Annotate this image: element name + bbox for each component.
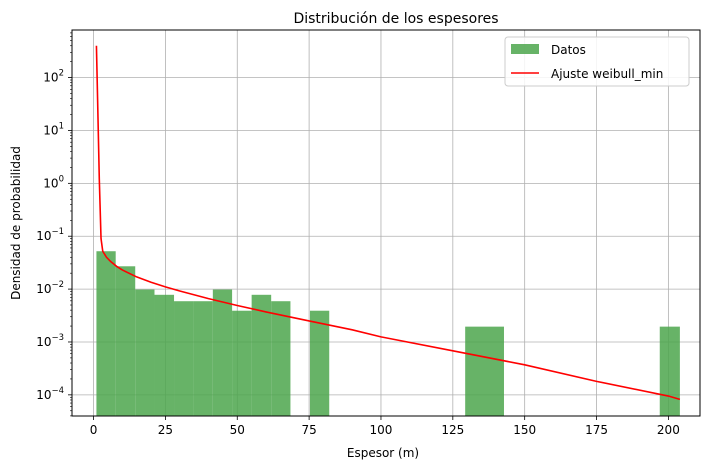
x-tick-label: 50 [230,423,245,437]
legend: Datos Ajuste weibull_min [504,36,690,87]
histogram-bar [212,289,233,416]
histogram-bars [96,251,680,416]
y-axis-title: Densidad de probabilidad [9,146,23,300]
histogram-bar [193,301,213,416]
y-tick-label: 100 [43,174,64,190]
histogram-bar [232,310,252,416]
histogram-bar [135,289,155,416]
y-tick-label: 102 [43,69,64,85]
histogram-bar [174,301,194,416]
histogram-bar [271,301,291,416]
x-tick-label: 100 [370,423,393,437]
y-tick-label: 10−4 [36,386,64,402]
x-axis-ticks: 0 25 50 75 100 125 150 175 200 [90,416,680,437]
x-tick-label: 200 [657,423,680,437]
histogram-bar [309,310,330,416]
histogram-bar [659,326,680,416]
legend-label-fit: Ajuste weibull_min [551,67,663,81]
y-tick-label: 101 [43,121,64,137]
x-tick-label: 25 [158,423,173,437]
y-tick-label: 10−2 [36,280,64,296]
fit-line [95,45,681,401]
fit-line-layer [95,45,681,401]
plot-frame [71,29,701,417]
chart-title: Distribución de los espesores [293,11,498,27]
histogram-bar [115,266,136,416]
x-axis-title: Espesor (m) [347,446,419,460]
histogram-bar [465,326,504,416]
y-tick-label: 10−3 [36,333,64,349]
y-axis-ticks: 10−4 10−3 10−2 10−1 100 101 102 [36,32,72,417]
histogram-bar [154,294,175,416]
x-tick-label: 0 [90,423,98,437]
histogram-bar [251,294,272,416]
histogram-bar [96,251,116,416]
x-tick-label: 75 [301,423,316,437]
legend-swatch-datos [511,44,539,54]
legend-label-datos: Datos [551,43,586,57]
y-tick-label: 10−1 [36,227,64,243]
x-tick-label: 175 [585,423,608,437]
x-tick-label: 150 [513,423,536,437]
legend-box [504,36,690,87]
x-tick-label: 125 [441,423,464,437]
